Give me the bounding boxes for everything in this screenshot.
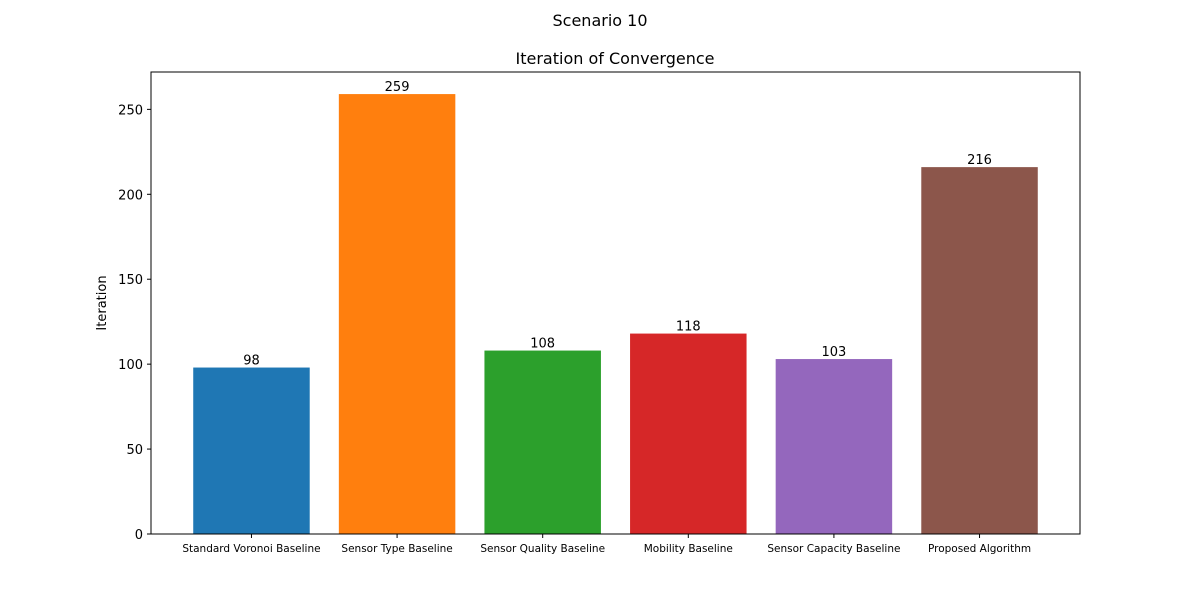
bar-proposed-algorithm — [921, 167, 1038, 534]
x-tick-label-proposed-algorithm: Proposed Algorithm — [928, 543, 1031, 555]
y-axis-label: Iteration — [95, 275, 110, 330]
y-tick-label-0: 0 — [135, 528, 143, 543]
x-tick-label-mobility-baseline: Mobility Baseline — [644, 543, 733, 555]
y-tick-label-50: 50 — [126, 443, 143, 458]
plot-area-frame — [150, 71, 1081, 535]
bar-sensor-type-baseline — [338, 94, 456, 535]
y-tick-label-150: 150 — [118, 273, 143, 288]
figure-suptitle: Scenario 10 — [553, 11, 648, 30]
y-tick-label-200: 200 — [118, 188, 143, 203]
x-tick-label-standard-voronoi-baseline: Standard Voronoi Baseline — [182, 543, 320, 555]
data-label-standard-voronoi-baseline: 98 — [243, 354, 260, 369]
ticks-group: Standard Voronoi Baseline Sensor Type Bas… — [118, 103, 1031, 555]
bar-mobility-baseline — [630, 333, 747, 534]
x-tick-label-sensor-quality-baseline: Sensor Quality Baseline — [480, 543, 605, 555]
y-tick-label-250: 250 — [118, 103, 143, 118]
bars-group: 98 259 108 118 103 216 — [193, 80, 1038, 535]
data-label-mobility-baseline: 118 — [676, 320, 701, 335]
bar-standard-voronoi-baseline — [193, 367, 310, 534]
bar-sensor-quality-baseline — [484, 350, 601, 534]
data-label-sensor-type-baseline: 259 — [385, 80, 410, 95]
data-label-proposed-algorithm: 216 — [967, 153, 992, 168]
bar-sensor-capacity-baseline — [775, 359, 893, 534]
x-tick-label-sensor-type-baseline: Sensor Type Baseline — [341, 543, 452, 555]
chart-title: Iteration of Convergence — [516, 49, 715, 68]
y-tick-label-100: 100 — [118, 358, 143, 373]
x-tick-label-sensor-capacity-baseline: Sensor Capacity Baseline — [767, 543, 900, 555]
data-label-sensor-quality-baseline: 108 — [530, 337, 555, 352]
data-label-sensor-capacity-baseline: 103 — [822, 345, 847, 360]
